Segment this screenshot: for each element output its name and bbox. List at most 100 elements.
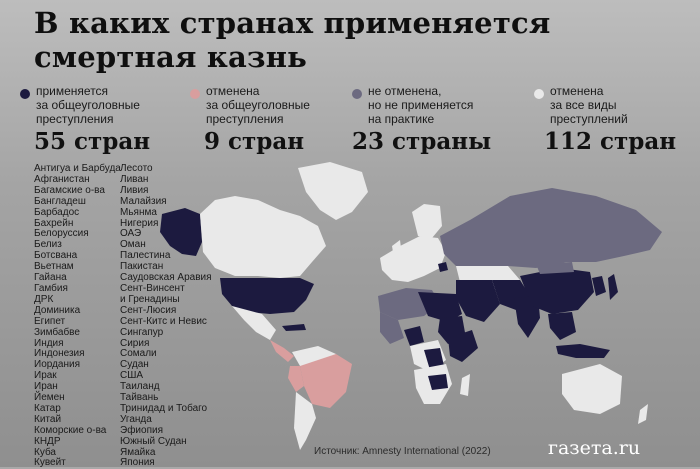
country-item: Китай [34,413,62,425]
map-belarus [438,262,448,272]
country-item: Нигерия [120,217,159,229]
country-item: Сент-Люсия [120,304,177,316]
map-mexico [232,306,276,340]
map-scandinavia [412,204,442,238]
legend-dot-abolished-all [534,89,544,99]
country-item: Сирия [120,337,150,349]
country-item: Ливан [120,173,149,185]
map-nigeria [404,326,424,346]
country-item: Судан [120,359,149,371]
country-item: ОАЭ [120,228,142,240]
map-canada [200,196,326,278]
map-europe [380,236,446,282]
country-item: Сомали [120,348,157,360]
country-item: Палестина [120,250,171,262]
map-brazil [300,354,352,408]
map-zimbabwe-botswana [428,374,448,390]
country-item: Уганда [120,413,152,425]
legend-dot-abolished-ordinary [190,89,200,99]
country-item: Ботсвана [34,250,78,262]
map-mongolia [536,262,574,274]
country-item: Багамские о-ва [34,184,105,196]
country-item: Гамбия [34,282,68,294]
country-item: Индия [34,337,64,349]
country-item: Зимбабве [34,326,80,338]
country-item: Белиз [34,239,62,251]
legend-count-applied: 55 стран [34,128,151,155]
country-item: Ливия [120,184,149,196]
map-east-africa [448,330,478,362]
country-item: Малайзия [120,195,167,207]
country-item: Доминика [34,304,81,316]
legend-applied: применяется за общеуголовные преступлени… [20,84,150,155]
map-greenland [298,162,368,220]
legend-dot-applied [20,89,30,99]
country-item: Мьянма [120,206,157,218]
country-item: Иордания [34,359,81,371]
country-item: Таиланд [120,381,160,393]
map-cuba [282,324,306,331]
map-korea-japan [592,276,606,296]
country-item: и Гренадины [120,293,180,305]
map-china [520,268,594,314]
country-item: Оман [120,239,146,251]
country-item: Афганистан [34,173,90,185]
country-item: Вьетнам [34,261,74,273]
country-item: Катар [34,402,61,414]
legend-count-abolished-all: 112 стран [544,128,677,155]
country-item: Иран [34,381,58,393]
country-item: Йемен [34,392,65,404]
legend-abolished-ordinary: отменена за общеуголовные преступления 9… [190,84,310,155]
country-item: Индонезия [34,348,85,360]
country-item: Бахрейн [34,217,74,229]
map-argentina-chile [294,392,316,450]
map-australia [562,364,622,414]
legend-not-practiced: не отменена, но не применяется на практи… [352,84,491,155]
map-se-asia [548,312,576,340]
country-item: КНДР [34,435,61,447]
country-item: Япония [120,457,155,469]
map-new-zealand [638,404,648,424]
legend-count-abolished-ordinary: 9 стран [204,128,305,155]
country-item: Ирак [34,370,57,382]
country-item: Тайвань [120,392,159,404]
country-item: Южный Судан [120,435,187,447]
country-item: Гайана [34,272,67,284]
country-item: Саудовская Аравия [120,272,212,284]
map-indonesia [556,344,610,358]
country-item: Барбадос [34,206,80,218]
country-item: Ямайка [120,446,156,458]
country-list-col2: Лесото Ливан Ливия Малайзия Мьянма Нигерия ОАЭ… [120,163,212,469]
country-item: Эфиопия [120,424,163,436]
country-item: Кувейт [34,457,66,469]
country-item: Коморские о-ва [34,424,107,436]
country-item: США [120,370,144,382]
legend-dot-not-practiced [352,89,362,99]
map-uk [392,240,402,258]
country-item: Куба [34,446,56,458]
country-item: Сент-Китс и Невис [120,315,207,327]
map-usa [220,278,314,314]
country-item: Белоруссия [34,228,89,240]
map-russia [440,188,662,268]
map-peru-bolivia [288,366,304,392]
country-item: ДРК [34,293,54,305]
page-title: В каких странах применяется смертная каз… [34,6,551,74]
map-alaska [160,208,202,256]
brand-logo: газета.ru [548,437,641,459]
country-item: Тринидад и Тобаго [120,402,208,414]
country-item: Лесото [120,163,153,174]
country-item: Антигуа и Барбуда [34,163,121,174]
legend-label-not-practiced: не отменена, но не применяется на практи… [368,84,474,126]
map-west-africa [380,312,404,344]
country-item: Пакистан [120,261,164,273]
country-item: Бангладеш [34,195,86,207]
source-note: Источник: Amnesty International (2022) [314,446,491,457]
map-japan [608,274,618,300]
legend-label-applied: применяется за общеуголовные преступлени… [36,84,140,126]
country-item: Сингапур [120,326,164,338]
map-libya-egypt [418,292,462,322]
country-item: Сент-Винсент [120,282,185,294]
legend-count-not-practiced: 23 страны [352,128,492,155]
